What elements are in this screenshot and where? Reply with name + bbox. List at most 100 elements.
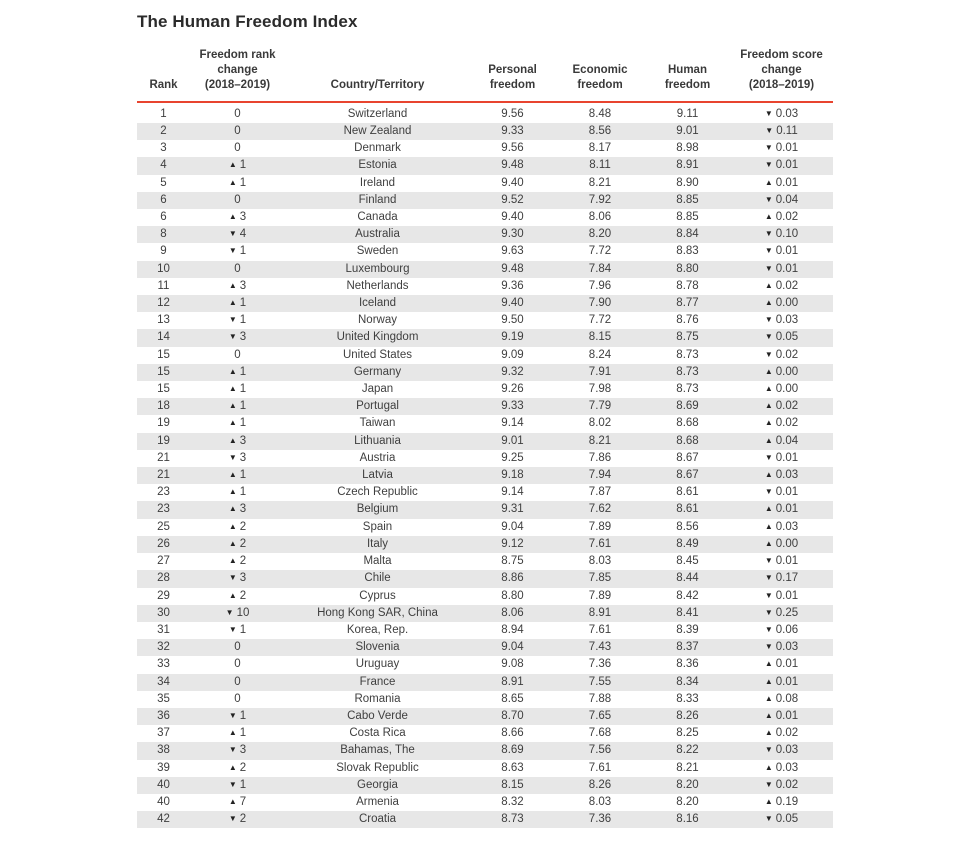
economic-freedom-cell: 7.92 bbox=[588, 193, 612, 206]
decrease-triangle-icon: ▼ bbox=[764, 315, 773, 325]
change-group: ▲ 1 bbox=[229, 364, 246, 381]
human-freedom-cell: 8.77 bbox=[676, 297, 699, 310]
change-group: ▲ 0.03 bbox=[765, 760, 798, 777]
personal-freedom-cell: 9.12 bbox=[501, 537, 524, 550]
human-freedom-cell: 8.91 bbox=[676, 159, 699, 172]
economic-freedom-cell: 7.36 bbox=[588, 813, 612, 826]
increase-triangle-icon: ▲ bbox=[764, 693, 773, 703]
change-group: ▼ 0.11 bbox=[765, 123, 797, 140]
human-freedom-cell: 8.67 bbox=[676, 451, 699, 464]
country-cell: Czech Republic bbox=[337, 486, 418, 499]
change-value: 1 bbox=[239, 778, 247, 791]
change-group: ▼ 0.03 bbox=[765, 639, 798, 656]
score-change-cell: ▼ 0.03 bbox=[730, 742, 833, 759]
score-change-cell: ▼ 0.01 bbox=[730, 140, 833, 157]
score-change-cell: ▼ 0.06 bbox=[730, 622, 833, 639]
human-freedom-cell: 8.16 bbox=[676, 813, 699, 826]
col-header-human-freedom: Human freedom bbox=[645, 38, 730, 103]
rank-cell: 1 bbox=[160, 107, 167, 120]
personal-freedom-cell: 8.15 bbox=[501, 778, 524, 791]
change-value: 2 bbox=[239, 813, 247, 826]
change-group: ▼ 3 bbox=[229, 329, 246, 346]
change-group: ▲ 0.00 bbox=[765, 364, 798, 381]
rank-change-cell: ▲ 2 bbox=[190, 588, 285, 605]
human-freedom-cell: 8.73 bbox=[676, 348, 699, 361]
change-group: ▼ 1 bbox=[229, 312, 246, 329]
personal-freedom-cell: 9.32 bbox=[501, 365, 524, 378]
table-row: 21 ▲ 1 Latvia 9.18 7.94 8.67 ▲ 0.03 bbox=[137, 467, 833, 485]
increase-triangle-icon: ▲ bbox=[764, 538, 773, 548]
increase-triangle-icon: ▲ bbox=[764, 796, 773, 806]
decrease-triangle-icon: ▼ bbox=[764, 194, 773, 204]
increase-triangle-icon: ▲ bbox=[764, 762, 773, 772]
increase-triangle-icon: ▲ bbox=[228, 470, 237, 480]
col-header-score-change: Freedom score change (2018–2019) bbox=[730, 38, 833, 103]
change-group: ▼ 0.10 bbox=[765, 226, 798, 243]
rank-cell: 29 bbox=[157, 589, 170, 602]
personal-freedom-cell: 9.40 bbox=[501, 211, 524, 224]
rank-change-cell: 0 bbox=[190, 102, 285, 123]
economic-freedom-cell: 7.72 bbox=[588, 314, 612, 327]
economic-freedom-cell: 8.24 bbox=[588, 348, 612, 361]
human-freedom-cell: 8.68 bbox=[676, 434, 699, 447]
rank-cell: 11 bbox=[157, 279, 170, 292]
table-row: 6 0 Finland 9.52 7.92 8.85 ▼ 0.04 bbox=[137, 191, 833, 210]
change-group: ▲ 0.01 bbox=[765, 674, 798, 691]
country-cell: New Zealand bbox=[343, 125, 412, 138]
human-freedom-cell: 8.26 bbox=[676, 709, 699, 722]
rank-change-cell: ▼ 3 bbox=[190, 570, 285, 587]
change-group: ▲ 0.00 bbox=[765, 381, 798, 398]
change-value: 0 bbox=[234, 675, 241, 688]
table-row: 11 ▲ 3 Netherlands 9.36 7.96 8.78 ▲ 0.02 bbox=[137, 278, 833, 295]
rank-change-cell: ▼ 4 bbox=[190, 226, 285, 243]
country-cell: United Kingdom bbox=[336, 331, 419, 344]
human-freedom-cell: 8.49 bbox=[676, 537, 699, 550]
increase-triangle-icon: ▲ bbox=[228, 796, 237, 806]
col-header-rank: Rank bbox=[137, 38, 190, 103]
rank-cell: 15 bbox=[157, 348, 170, 361]
human-freedom-cell: 8.21 bbox=[676, 761, 699, 774]
country-cell: Romania bbox=[354, 692, 401, 705]
human-freedom-cell: 8.68 bbox=[676, 417, 699, 430]
change-group: 0 bbox=[234, 123, 240, 140]
decrease-triangle-icon: ▼ bbox=[228, 315, 237, 325]
country-cell: Bahamas, The bbox=[340, 744, 415, 757]
change-group: ▼ 0.01 bbox=[765, 553, 798, 570]
economic-freedom-cell: 7.89 bbox=[588, 589, 612, 602]
human-freedom-cell: 8.85 bbox=[676, 193, 699, 206]
score-change-cell: ▼ 0.01 bbox=[730, 553, 833, 570]
change-group: ▼ 0.05 bbox=[765, 811, 798, 828]
human-freedom-cell: 8.78 bbox=[676, 279, 699, 292]
change-value: 0.05 bbox=[775, 813, 799, 826]
decrease-triangle-icon: ▼ bbox=[228, 745, 237, 755]
country-cell: Latvia bbox=[362, 469, 393, 482]
table-row: 32 0 Slovenia 9.04 7.43 8.37 ▼ 0.03 bbox=[137, 639, 833, 657]
score-change-cell: ▲ 0.01 bbox=[730, 708, 833, 725]
change-group: ▲ 0.01 bbox=[765, 708, 798, 725]
personal-freedom-cell: 9.14 bbox=[501, 417, 524, 430]
economic-freedom-cell: 7.68 bbox=[588, 727, 612, 740]
personal-freedom-cell: 9.04 bbox=[501, 520, 524, 533]
increase-triangle-icon: ▲ bbox=[228, 435, 237, 445]
rank-cell: 13 bbox=[157, 314, 170, 327]
increase-triangle-icon: ▲ bbox=[764, 280, 773, 290]
economic-freedom-cell: 7.56 bbox=[588, 744, 612, 757]
change-value: 0.01 bbox=[775, 451, 799, 464]
increase-triangle-icon: ▲ bbox=[764, 728, 773, 738]
human-freedom-cell: 8.41 bbox=[676, 606, 699, 619]
rank-cell: 28 bbox=[157, 572, 170, 585]
change-group: ▲ 0.19 bbox=[765, 794, 798, 811]
personal-freedom-cell: 9.09 bbox=[501, 348, 524, 361]
increase-triangle-icon: ▲ bbox=[228, 556, 237, 566]
economic-freedom-cell: 8.15 bbox=[588, 331, 612, 344]
freedom-index-table: Rank Freedom rank change (2018–2019) Cou… bbox=[137, 38, 833, 829]
change-value: 2 bbox=[239, 537, 247, 550]
personal-freedom-cell: 9.19 bbox=[501, 331, 524, 344]
human-freedom-cell: 8.61 bbox=[676, 503, 699, 516]
rank-cell: 40 bbox=[157, 795, 170, 808]
increase-triangle-icon: ▲ bbox=[228, 504, 237, 514]
economic-freedom-cell: 8.03 bbox=[588, 555, 612, 568]
rank-cell: 19 bbox=[157, 417, 170, 430]
change-group: ▼ 1 bbox=[229, 622, 246, 639]
rank-cell: 12 bbox=[157, 297, 170, 310]
